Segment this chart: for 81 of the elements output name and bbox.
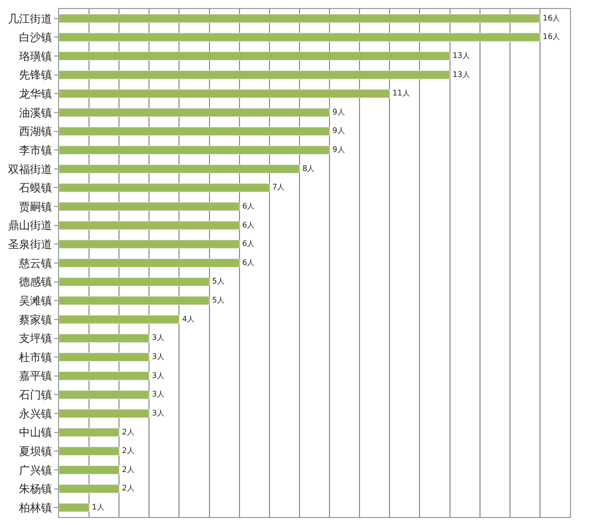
data-label: 1人 — [92, 502, 105, 512]
y-tick-label: 龙华镇 — [18, 88, 52, 101]
bar — [59, 108, 330, 117]
data-label: 16人 — [542, 13, 561, 22]
data-label: 13人 — [452, 50, 470, 60]
y-tick-label: 慈云镇 — [18, 256, 52, 270]
y-tick-label: 双福街道 — [8, 162, 52, 176]
y-tick-label: 德感镇 — [18, 276, 52, 289]
y-tick-label: 白沙镇 — [18, 31, 52, 44]
y-tick-label: 朱杨镇 — [18, 482, 52, 496]
bar — [59, 32, 540, 42]
data-label: 2人 — [122, 427, 135, 436]
y-tick-label: 夏坝镇 — [18, 445, 52, 458]
bar — [59, 164, 300, 174]
bar — [59, 446, 120, 456]
y-tick-label: 珞璜镇 — [18, 50, 52, 63]
data-label: 5人 — [212, 276, 226, 286]
data-label: 7人 — [272, 182, 286, 192]
y-tick-label: 吴滩镇 — [18, 294, 52, 308]
y-tick-label: 广兴镇 — [18, 464, 52, 477]
bar — [59, 465, 120, 474]
data-label: 2人 — [122, 484, 135, 493]
data-label: 6人 — [242, 220, 256, 230]
bar — [59, 503, 90, 512]
bar — [59, 220, 240, 230]
bar — [59, 146, 330, 155]
y-tick-label: 油溪镇 — [18, 106, 52, 120]
data-label: 3人 — [152, 352, 165, 361]
bar — [59, 14, 540, 23]
y-tick-label: 支坪镇 — [18, 332, 52, 346]
y-tick-label: 李市镇 — [18, 144, 52, 157]
y-tick-label: 杜市镇 — [18, 350, 52, 364]
data-label: 8人 — [302, 164, 316, 173]
bar — [59, 409, 150, 418]
y-tick-label: 几江街道 — [8, 12, 52, 26]
data-label: 2人 — [122, 446, 135, 456]
data-label: 3人 — [152, 370, 165, 380]
y-tick-label: 贾嗣镇 — [18, 200, 52, 214]
y-tick-label: 石蟆镇 — [18, 182, 52, 195]
data-label: 3人 — [152, 408, 165, 418]
y-tick-label: 西湖镇 — [18, 125, 52, 138]
bar — [59, 89, 390, 98]
data-label: 3人 — [152, 390, 165, 399]
bar — [59, 277, 210, 286]
y-tick-label: 嘉平镇 — [18, 370, 52, 383]
data-label: 16人 — [542, 32, 561, 42]
bar — [59, 296, 210, 306]
y-tick-label: 石门镇 — [18, 388, 52, 402]
y-tick-label: 蔡家镇 — [18, 313, 52, 326]
data-label: 9人 — [332, 145, 346, 154]
y-tick-label: 永兴镇 — [18, 407, 52, 420]
bar — [59, 258, 240, 268]
bar — [59, 240, 240, 249]
data-label: 6人 — [242, 258, 256, 267]
data-label: 11人 — [392, 88, 410, 98]
bar — [59, 428, 120, 437]
bar — [59, 352, 150, 362]
bar — [59, 334, 150, 343]
y-tick-label: 鼎山街道 — [8, 219, 52, 232]
bar — [59, 183, 270, 192]
bar — [59, 70, 450, 80]
bar — [59, 484, 120, 494]
y-tick-label: 中山镇 — [18, 426, 52, 440]
y-tick-label: 圣泉街道 — [8, 238, 52, 252]
data-label: 5人 — [212, 296, 226, 305]
data-label: 4人 — [182, 314, 195, 324]
data-label: 2人 — [122, 464, 135, 474]
y-tick-label: 先锋镇 — [18, 68, 52, 82]
bar — [59, 52, 450, 61]
y-tick-label: 柏林镇 — [18, 501, 52, 514]
bar — [59, 371, 150, 380]
data-label: 13人 — [452, 70, 470, 79]
data-label: 9人 — [332, 107, 346, 116]
bar — [59, 314, 180, 324]
bar — [59, 390, 150, 400]
bar — [59, 202, 240, 212]
data-label: 3人 — [152, 333, 165, 342]
data-label: 6人 — [242, 239, 256, 248]
bar — [59, 126, 330, 136]
data-label: 9人 — [332, 126, 346, 136]
data-label: 6人 — [242, 201, 256, 210]
